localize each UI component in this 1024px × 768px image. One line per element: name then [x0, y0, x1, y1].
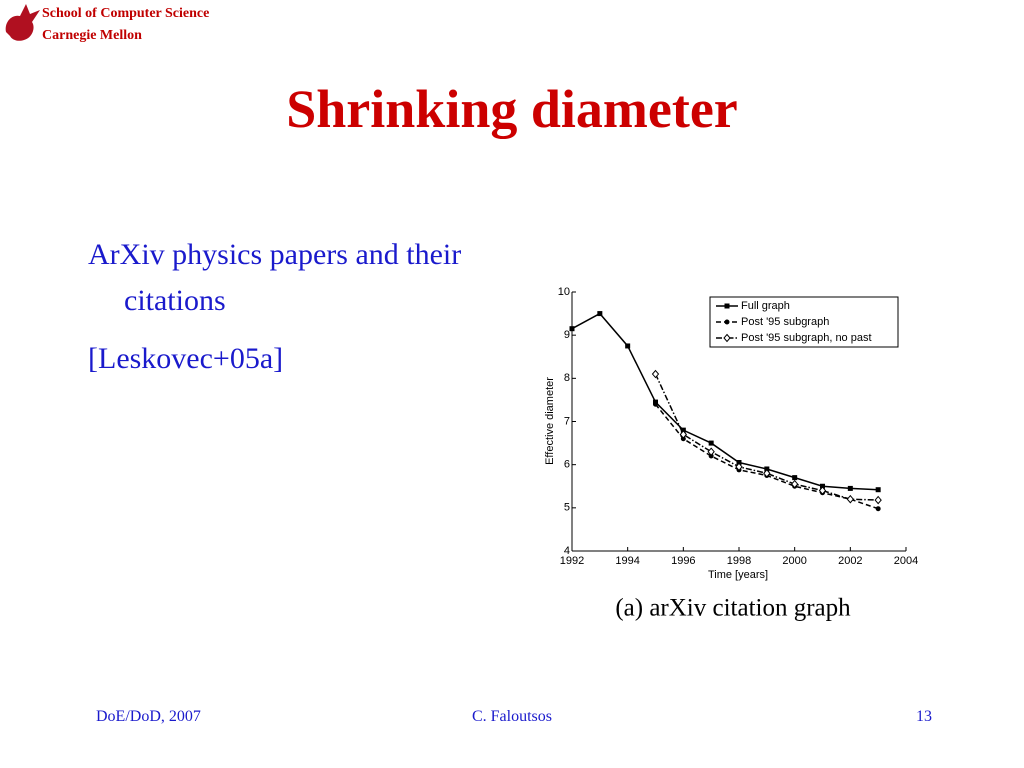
y-tick-label: 8: [564, 372, 570, 384]
x-tick-label: 2002: [838, 555, 862, 567]
x-tick-label: 1998: [727, 555, 751, 567]
marker: [764, 466, 770, 472]
footer-center: C. Faloutsos: [471, 708, 552, 725]
marker: [724, 319, 730, 325]
marker: [735, 462, 743, 472]
logo: [5, 4, 41, 41]
x-tick-label: 1996: [671, 555, 695, 567]
series-line: [654, 403, 879, 510]
bullet: ArXiv physics papers and their citations: [88, 238, 462, 317]
chart-caption: (a) arXiv citation graph: [615, 595, 851, 622]
legend-label: Post '95 subgraph, no past: [741, 332, 872, 344]
series-line: [654, 373, 879, 501]
y-tick-label: 6: [564, 459, 570, 471]
marker: [818, 486, 827, 495]
marker: [847, 485, 853, 491]
series-line: [571, 312, 879, 491]
marker: [763, 469, 771, 478]
marker: [724, 303, 730, 309]
bullet: [Leskovec+05a]: [88, 342, 284, 375]
marker: [651, 369, 660, 379]
marker: [736, 460, 742, 466]
header-line: School of Computer Science: [42, 6, 210, 21]
marker: [875, 487, 881, 493]
y-axis-label: Effective diameter: [544, 377, 556, 465]
marker: [679, 430, 687, 439]
x-axis-label: Time [years]: [708, 569, 768, 581]
y-tick-label: 4: [564, 545, 570, 557]
footer-left: DoE/DoD, 2007: [96, 708, 201, 725]
marker: [680, 436, 686, 442]
legend-box: [709, 296, 899, 348]
marker: [707, 447, 715, 456]
marker: [792, 475, 798, 481]
x-tick-label: 1992: [560, 555, 584, 567]
marker: [653, 401, 658, 407]
legend-label: Post '95 subgraph: [741, 316, 829, 328]
x-tick-label: 2004: [894, 555, 918, 567]
marker: [708, 453, 714, 459]
header-line: Carnegie Mellon: [42, 28, 142, 43]
y-tick-label: 5: [564, 502, 570, 514]
y-tick-label: 10: [558, 286, 570, 298]
marker: [569, 326, 575, 332]
marker: [875, 506, 881, 512]
legend-label: Full graph: [741, 300, 790, 312]
y-tick-label: 7: [564, 415, 570, 427]
y-tick-label: 9: [564, 329, 570, 341]
marker: [708, 440, 714, 446]
marker: [846, 494, 854, 504]
marker: [820, 483, 825, 489]
marker: [874, 495, 882, 505]
slide-title: Shrinking diameter: [286, 79, 738, 139]
x-tick-label: 1994: [615, 555, 639, 567]
marker: [625, 343, 631, 349]
x-tick-label: 2000: [782, 555, 806, 567]
footer-right: 13: [916, 708, 932, 725]
marker: [597, 311, 603, 317]
marker: [791, 479, 799, 489]
marker: [723, 333, 731, 343]
marker: [680, 427, 686, 433]
